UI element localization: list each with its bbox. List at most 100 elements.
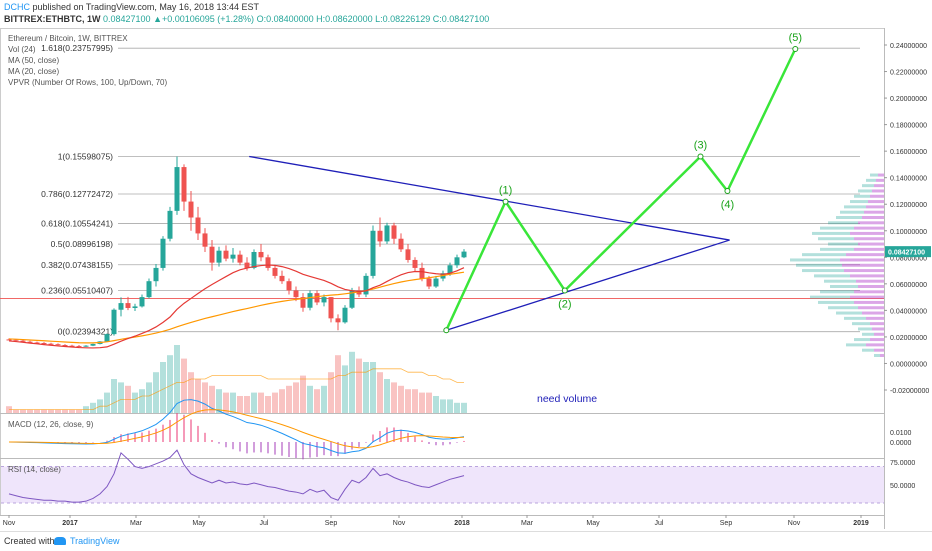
- volume-bar: [146, 382, 152, 413]
- volume-bar: [412, 389, 418, 413]
- candle-body: [321, 297, 327, 303]
- vpvr-row-up: [824, 279, 856, 283]
- volume-bar: [349, 351, 355, 413]
- fib-level-label: 0.5(0.08996198): [51, 239, 114, 249]
- candle-body: [419, 267, 425, 279]
- candle-body: [433, 278, 439, 287]
- volume-bar: [181, 358, 187, 413]
- vpvr-row-down: [874, 332, 884, 336]
- volume-bar: [174, 345, 180, 413]
- time-tick-label: 2017: [62, 520, 78, 527]
- volume-bar: [244, 396, 250, 413]
- macd-tick-label: 0.0000: [890, 440, 912, 447]
- volume-bar: [335, 355, 341, 413]
- candle-body: [398, 238, 404, 250]
- volume-bar: [314, 389, 320, 413]
- volume-bar: [461, 402, 467, 413]
- volume-bar: [202, 382, 208, 413]
- candle-body: [76, 346, 82, 348]
- volume-bar: [405, 389, 411, 413]
- volume-bar: [363, 362, 369, 413]
- wave-label: (5): [789, 32, 802, 44]
- volume-bar: [356, 358, 362, 413]
- indicator-title: Ethereum / Bitcoin, 1W, BITTREX: [8, 34, 128, 43]
- vpvr-row-down: [870, 322, 884, 326]
- candle-body: [258, 252, 264, 258]
- volume-bar: [13, 409, 19, 413]
- volume-bar: [251, 392, 257, 413]
- vpvr-row-up: [820, 226, 854, 230]
- candle-body: [13, 339, 19, 341]
- volume-bar: [90, 402, 96, 413]
- vpvr-row-up: [818, 300, 854, 304]
- candle-body: [69, 345, 75, 347]
- vpvr-row-down: [850, 231, 884, 235]
- vpvr-row-up: [858, 327, 872, 331]
- volume-bar: [27, 409, 33, 413]
- volume-bar: [139, 389, 145, 413]
- vpvr-row-down: [870, 194, 884, 198]
- price-tick-label: 0.16000000: [890, 149, 927, 156]
- candle-body: [139, 297, 145, 307]
- vpvr-row-down: [858, 285, 884, 288]
- fib-level-label: 1(0.15598075): [58, 151, 113, 161]
- candle-body: [195, 217, 201, 234]
- volume-bar: [69, 409, 75, 413]
- last-price-badge: [885, 246, 931, 258]
- volume-bar: [454, 402, 460, 413]
- author-name[interactable]: DCHC: [4, 2, 30, 12]
- need-volume-note: need volume: [537, 393, 597, 405]
- vpvr-row-up: [802, 269, 844, 273]
- candle-body: [62, 345, 68, 347]
- vpvr-row-up: [790, 258, 840, 262]
- candle-body: [230, 254, 236, 259]
- vpvr-row-up: [810, 295, 850, 299]
- wave-label: (3): [694, 139, 707, 151]
- price-change: 0.08427100 ▲+0.00106095 (+1.28%): [103, 14, 255, 24]
- vpvr-row-down: [842, 263, 884, 267]
- indicator-ma50[interactable]: MA (50, close): [8, 56, 60, 65]
- vpvr-row-down: [862, 311, 884, 315]
- candle-body: [48, 343, 54, 345]
- vpvr-row-down: [864, 210, 884, 214]
- vpvr-row-down: [874, 184, 884, 188]
- candle-body: [454, 257, 460, 266]
- vpvr-row-down: [866, 316, 884, 320]
- volume-bar: [300, 375, 306, 413]
- candle-body: [370, 230, 376, 276]
- volume-bar: [370, 362, 376, 413]
- volume-bar: [223, 392, 229, 413]
- candle-body: [349, 290, 355, 308]
- vpvr-row-up: [844, 205, 866, 209]
- indicator-vpvr[interactable]: VPVR (Number Of Rows, 100, Up/Down, 70): [8, 78, 168, 87]
- candle-body: [174, 167, 180, 211]
- vpvr-row-down: [868, 200, 884, 204]
- symbol-name: BITTREX:ETHBTC, 1W: [4, 14, 101, 24]
- macd-signal-line: [8, 409, 465, 449]
- volume-bar: [230, 392, 236, 413]
- volume-bar: [265, 396, 271, 413]
- time-tick-label: Mar: [130, 520, 143, 527]
- rsi-tick-label: 75.0000: [890, 460, 915, 467]
- footer-brand-link[interactable]: TradingView: [70, 536, 120, 546]
- volume-bar: [433, 396, 439, 413]
- vpvr-row-up: [840, 210, 864, 214]
- indicator-vol[interactable]: Vol (24): [8, 45, 36, 54]
- candle-body: [251, 252, 257, 268]
- triangle-upper-line: [249, 155, 730, 241]
- price-tick-label: 0.06000000: [890, 282, 927, 289]
- price-tick-label: 0.20000000: [890, 96, 927, 103]
- indicator-ma20[interactable]: MA (20, close): [8, 67, 60, 76]
- candle-body: [34, 342, 40, 344]
- volume-bar: [167, 355, 173, 413]
- vpvr-row-down: [840, 258, 884, 262]
- volume-bar: [398, 385, 404, 413]
- candle-body: [391, 225, 397, 239]
- fib-level-label: 0(0.02394321): [58, 327, 113, 337]
- volume-bar: [426, 392, 432, 413]
- volume-bar: [132, 392, 138, 413]
- vpvr-row-up: [796, 263, 842, 267]
- candle-body: [363, 275, 369, 295]
- time-tick-label: Nov: [788, 520, 801, 527]
